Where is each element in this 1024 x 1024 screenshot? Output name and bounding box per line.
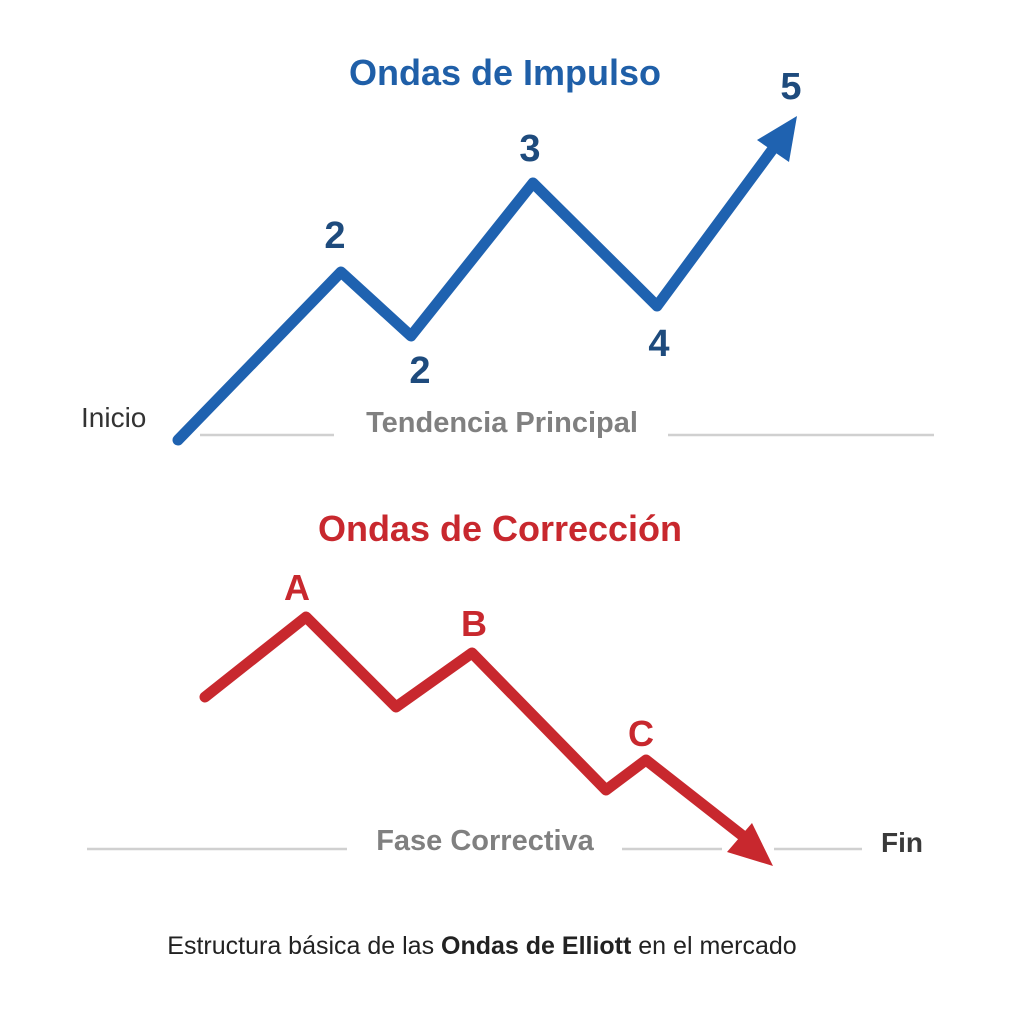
correction-title: Ondas de Corrección — [317, 508, 683, 549]
caption-emphasis: Ondas de Elliott — [441, 932, 632, 960]
start-label: Inicio — [81, 402, 147, 433]
impulse-baseline-label: Tendencia Principal — [366, 407, 638, 439]
impulse-title: Ondas de Impulso — [348, 52, 662, 93]
wave-label-a: A — [284, 567, 310, 608]
wave-label-3: 3 — [519, 128, 541, 170]
impulse-wave-line — [172, 136, 784, 446]
wave-label-2-peak: 2 — [324, 215, 346, 257]
correction-arrow-head-icon — [727, 823, 773, 866]
caption-suffix: en el mercado — [631, 932, 797, 960]
correction-wave-line — [199, 611, 754, 846]
correction-baseline-label: Fase Correctiva — [376, 825, 594, 857]
wave-label-2-trough: 2 — [409, 350, 431, 392]
wave-label-5: 5 — [780, 66, 802, 108]
caption-prefix: Estructura básica de las — [167, 932, 442, 960]
wave-label-c: C — [628, 713, 654, 754]
end-label: Fin — [881, 827, 923, 858]
wave-label-b: B — [461, 603, 487, 644]
wave-label-4: 4 — [648, 323, 670, 365]
impulse-arrow-head-icon — [757, 116, 797, 162]
caption: Estructura básica de las Ondas de Elliot… — [167, 932, 796, 961]
